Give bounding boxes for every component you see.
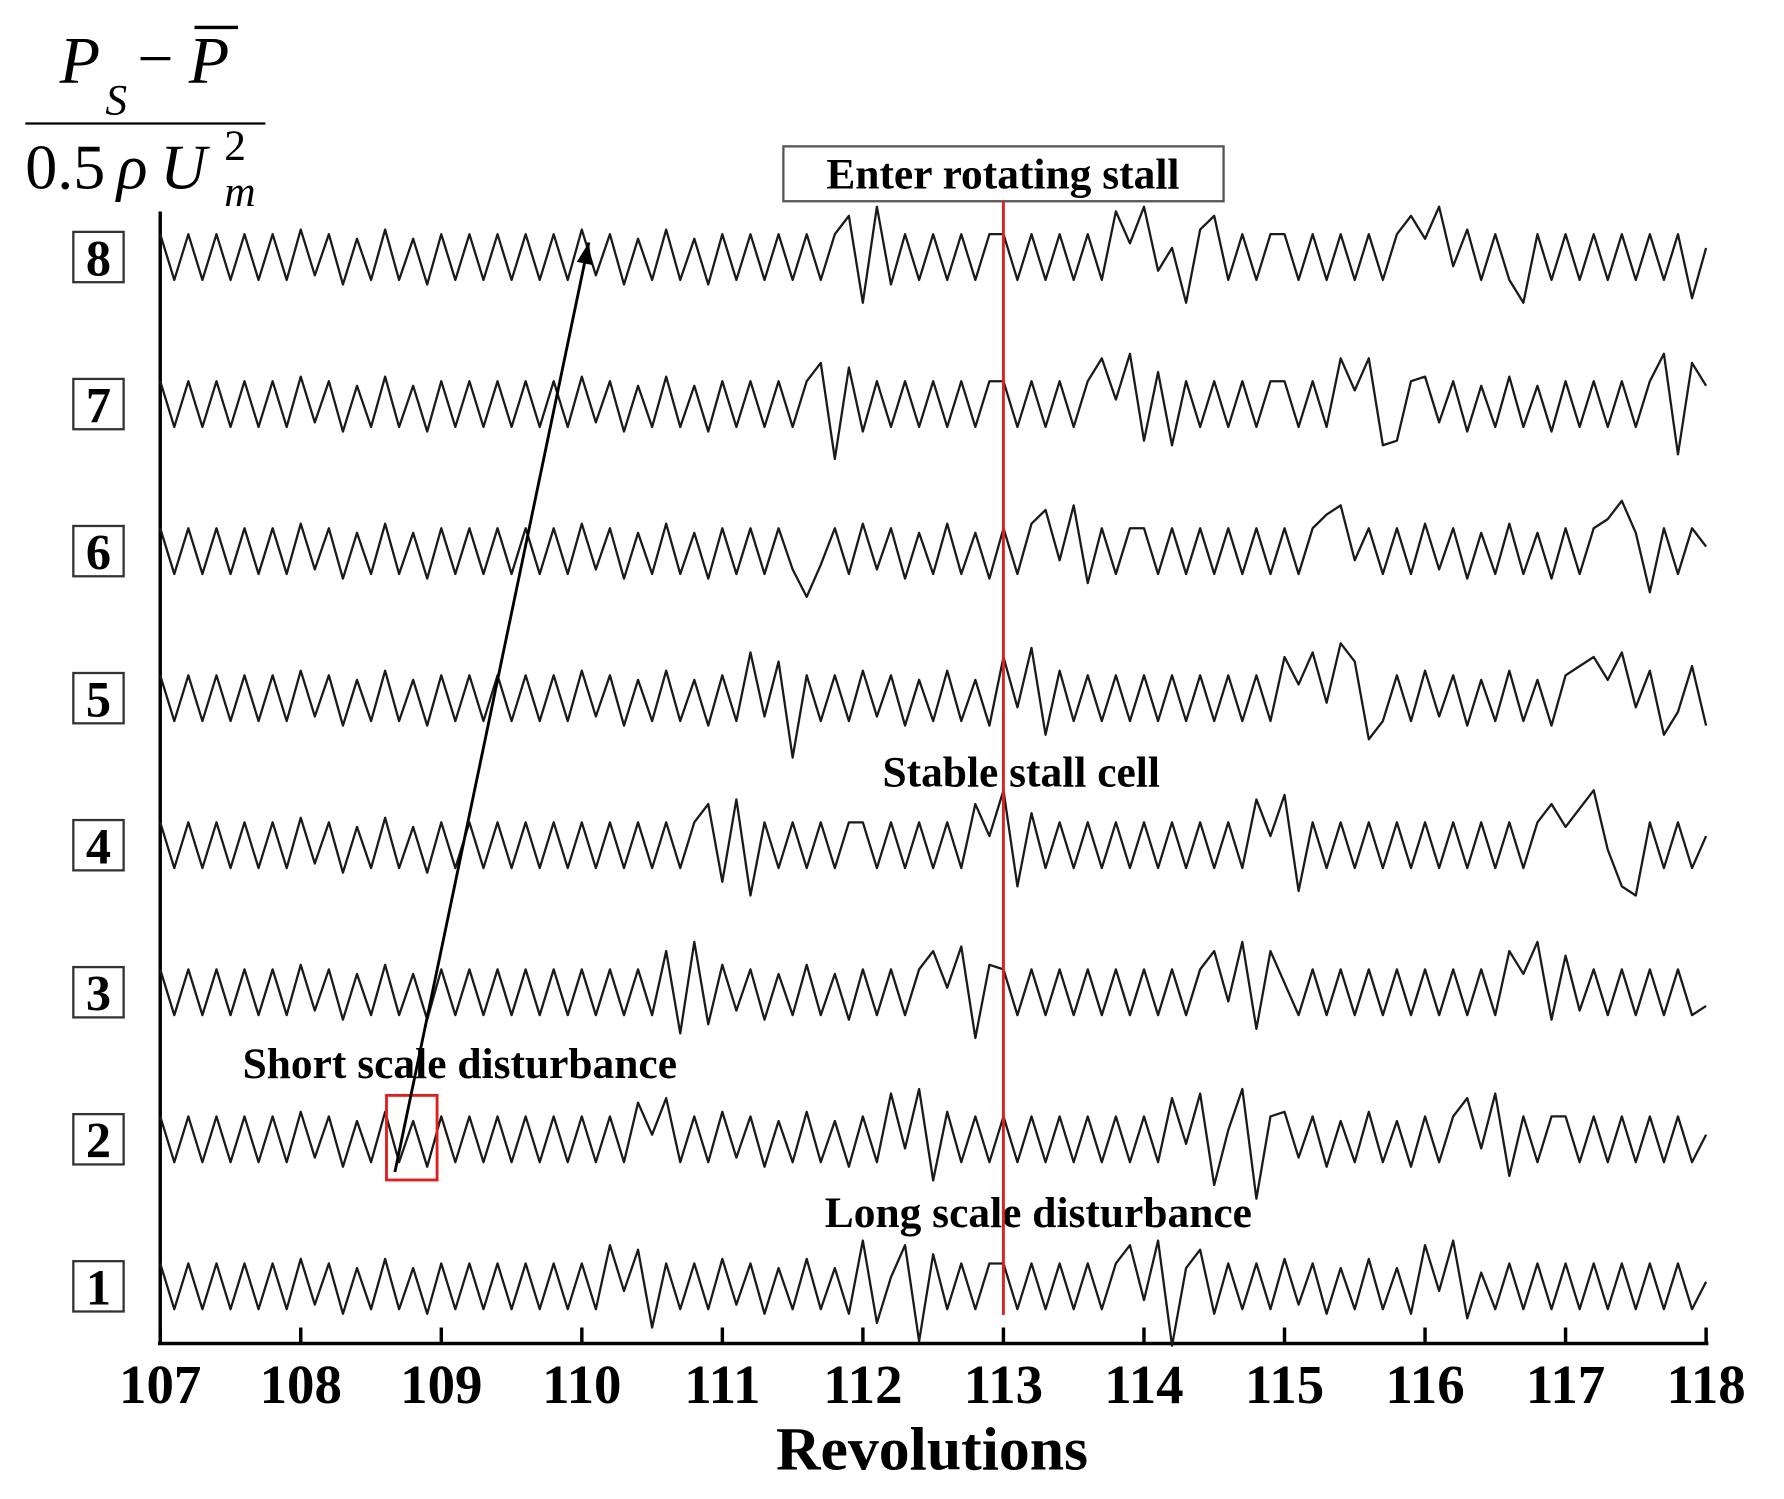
signal-line [159, 940, 1707, 1040]
x-tick-label: 112 [823, 1354, 902, 1415]
annotation: Stable stall cell [882, 749, 1160, 797]
signal-line [159, 352, 1708, 461]
ylabel-rho: ρ [115, 132, 148, 203]
annotation-box [782, 145, 1225, 203]
x-axis-label: Revolutions [776, 1415, 1088, 1483]
probe-box [72, 965, 125, 1019]
ylabel-minus: − [137, 23, 173, 94]
probe-label: 3 [86, 966, 111, 1022]
x-tick-label: 109 [400, 1354, 482, 1415]
x-tick-label: 111 [684, 1354, 760, 1415]
arrow-head [576, 242, 593, 266]
probe-box [72, 524, 125, 578]
x-tick-label: 118 [1666, 1354, 1745, 1415]
x-tick-label: 107 [119, 1354, 201, 1415]
probe-label: 2 [86, 1113, 111, 1169]
x-tick-label: 114 [1104, 1354, 1183, 1415]
probe-box [72, 818, 125, 872]
ylabel-pbar: P [188, 24, 230, 97]
x-tick-label: 117 [1526, 1354, 1605, 1415]
ylabel-p: P [59, 24, 100, 97]
probe-label: 7 [86, 377, 111, 433]
x-tick-label: 108 [260, 1354, 342, 1415]
signal-line [159, 789, 1708, 897]
signal-line [159, 1087, 1708, 1200]
probe-box [72, 230, 125, 284]
ylabel-sup: 2 [224, 122, 246, 170]
x-tick-label: 116 [1385, 1354, 1464, 1415]
signal-line [159, 499, 1708, 598]
x-tick-label: 110 [542, 1354, 621, 1415]
annotation: Short scale disturbance [243, 1040, 677, 1088]
annotation: Enter rotating stall [826, 151, 1179, 199]
signal-line [159, 1239, 1708, 1347]
ylabel-sub: S [105, 76, 127, 124]
x-tick-label: 115 [1245, 1354, 1324, 1415]
signal-line [159, 642, 1708, 759]
probe-label: 5 [86, 671, 111, 727]
probe-box [72, 1260, 125, 1313]
probe-label: 1 [86, 1260, 111, 1316]
probe-label: 4 [86, 818, 111, 874]
probe-label: 6 [86, 524, 111, 580]
x-tick-label: 113 [964, 1354, 1043, 1415]
ylabel-den: 0.5 [25, 132, 105, 203]
probe-box [72, 671, 125, 725]
arrow [393, 242, 591, 1173]
probe-label: 8 [86, 230, 111, 286]
ylabel-u: U [160, 132, 210, 203]
probe-box [72, 1112, 125, 1166]
signal-line [159, 205, 1708, 304]
probe-box [72, 377, 125, 431]
ylabel-m: m [224, 168, 255, 216]
annotation: Long scale disturbance [825, 1189, 1252, 1237]
